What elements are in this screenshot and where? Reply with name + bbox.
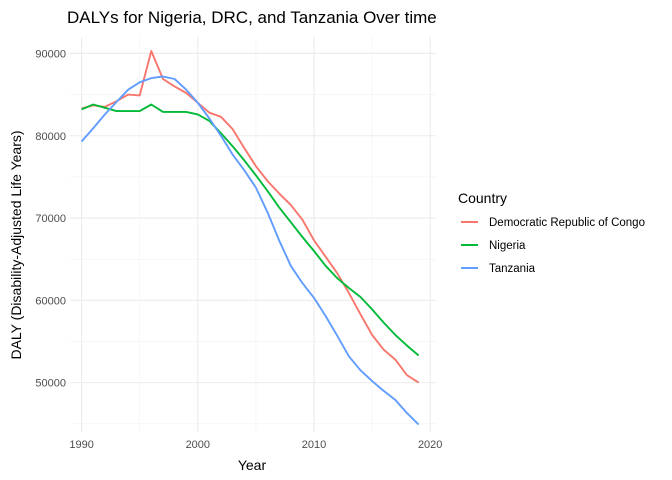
series-line-democratic-republic-of-congo (81, 50, 420, 384)
legend-item: Democratic Republic of Congo (461, 217, 645, 229)
legend-items: Democratic Republic of Congo Nigeria Tanza… (461, 217, 645, 275)
legend: Country Democratic Republic of Congo Nige… (458, 190, 645, 275)
series-line-tanzania (80, 75, 420, 426)
legend-label: Democratic Republic of Congo (489, 217, 645, 229)
x-tick-label: 1990 (69, 439, 93, 451)
chart-title: DALYs for Nigeria, DRC, and Tanzania Ove… (67, 8, 437, 27)
x-tick-labels: 1990 2000 2010 2020 (69, 439, 442, 451)
y-tick-label: 50000 (35, 378, 66, 390)
minor-gridlines (70, 37, 436, 432)
y-tick-labels: 50000 60000 70000 80000 90000 (35, 48, 66, 389)
y-tick-label: 90000 (35, 48, 66, 60)
y-tick-label: 60000 (35, 295, 66, 307)
y-axis-title: DALY (Disability-Adjusted Life Years) (8, 130, 24, 359)
x-tick-label: 2000 (186, 439, 210, 451)
y-tick-label: 80000 (35, 131, 66, 143)
x-axis-title: Year (238, 457, 267, 473)
x-tick-label: 2020 (418, 439, 442, 451)
x-tick-label: 2010 (302, 439, 326, 451)
series-lines (80, 50, 420, 426)
legend-item: Tanzania (461, 263, 536, 275)
legend-item: Nigeria (461, 240, 526, 252)
y-tick-label: 70000 (35, 213, 66, 225)
series-line-nigeria (81, 103, 420, 357)
legend-label: Tanzania (489, 263, 536, 275)
legend-title: Country (458, 190, 507, 206)
legend-label: Nigeria (489, 240, 526, 252)
